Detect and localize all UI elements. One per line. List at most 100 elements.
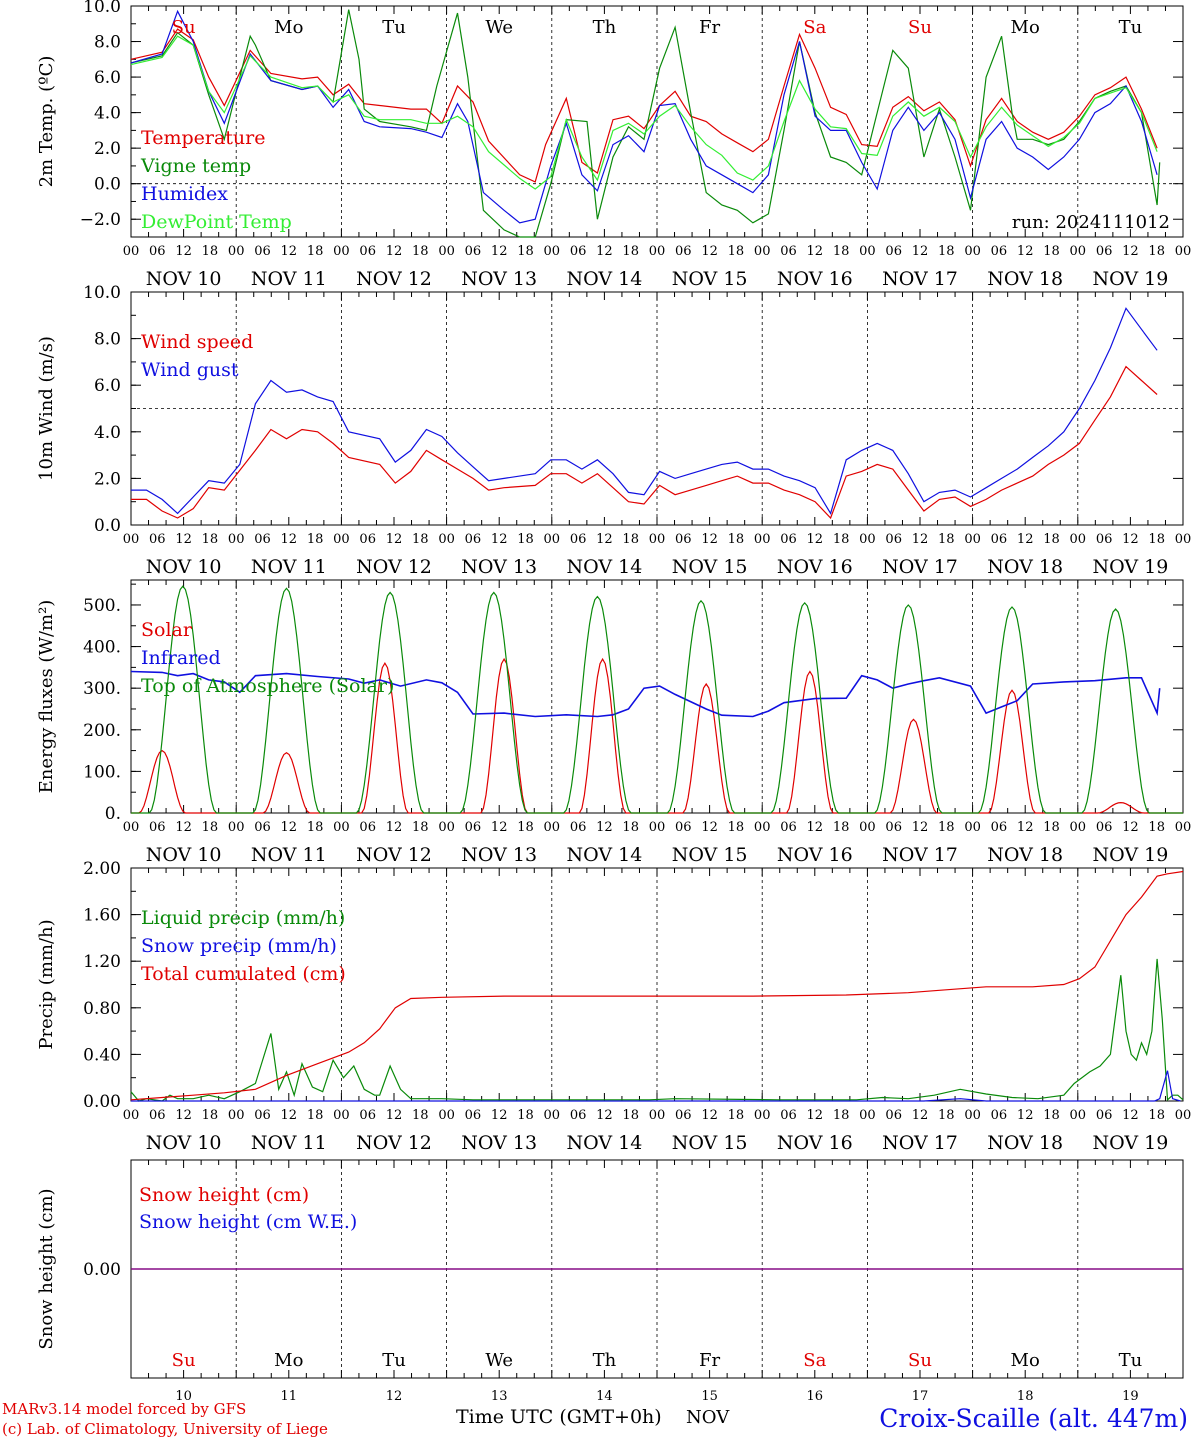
hour-label: 12: [596, 1108, 613, 1123]
day-label: NOV 17: [882, 1132, 958, 1154]
hour-label: 00: [754, 244, 771, 259]
hour-label: 12: [701, 1108, 718, 1123]
series-line: [130, 9, 1161, 238]
hour-label: 00: [1070, 532, 1087, 547]
hour-label: 00: [649, 244, 666, 259]
hour-label: 18: [833, 244, 850, 259]
hour-label: 06: [570, 820, 587, 835]
hour-label: 06: [991, 1108, 1008, 1123]
weekday-label: Mo: [1011, 1350, 1040, 1371]
day-label: NOV 17: [882, 556, 958, 578]
day-label: NOV 11: [251, 556, 327, 578]
day-number: 11: [281, 1389, 298, 1404]
day-label: NOV 13: [461, 844, 537, 866]
day-label: NOV 19: [1092, 556, 1168, 578]
weekday-label: We: [485, 1350, 513, 1371]
day-label: NOV 15: [672, 556, 748, 578]
hour-label: 18: [728, 244, 745, 259]
hour-label: 12: [701, 244, 718, 259]
legend-entry: Total cumulated (cm): [141, 963, 346, 985]
hour-label: 12: [912, 1108, 929, 1123]
hour-label: 18: [202, 820, 219, 835]
hour-label: 18: [1148, 820, 1165, 835]
hour-label: 12: [175, 532, 192, 547]
weekday-label: Mo: [274, 17, 303, 38]
hour-label: 06: [149, 820, 166, 835]
day-label: NOV 10: [146, 556, 222, 578]
hour-label: 18: [1148, 244, 1165, 259]
day-label: NOV 14: [566, 268, 642, 290]
y-axis-title: 10m Wind (m/s): [36, 336, 57, 481]
weekday-label: Fr: [699, 1350, 720, 1371]
hour-label: 06: [149, 532, 166, 547]
y-tick-label: 100.: [83, 762, 121, 782]
hour-label: 18: [1043, 820, 1060, 835]
y-tick-label: 0.00: [83, 1260, 121, 1280]
hour-label: 06: [885, 532, 902, 547]
legend-entry: Solar: [141, 619, 193, 641]
y-tick-label: 400.: [83, 638, 121, 658]
day-label: NOV 12: [356, 556, 432, 578]
y-tick-label: 0.: [105, 804, 121, 824]
legend-entry: Snow precip (mm/h): [141, 935, 337, 957]
station-name: Croix-Scaille (alt. 447m): [879, 1404, 1188, 1433]
hour-label: 00: [964, 244, 981, 259]
day-label: NOV 12: [356, 1132, 432, 1154]
hour-label: 18: [517, 820, 534, 835]
hour-label: 12: [912, 820, 929, 835]
hour-label: 00: [438, 532, 455, 547]
weekday-label: Tu: [1119, 1350, 1143, 1371]
hour-label: 06: [1096, 1108, 1113, 1123]
run-annotation: run: 2024111012: [1012, 212, 1170, 233]
day-label: NOV 14: [566, 844, 642, 866]
x-axis-title: Time UTC (GMT+0h): [456, 1406, 662, 1428]
hour-label: 18: [833, 820, 850, 835]
y-axis-title: 2m Temp. (ºC): [36, 56, 57, 188]
hour-label: 18: [622, 1108, 639, 1123]
y-tick-label: 2.00: [83, 859, 121, 879]
hour-label: 18: [833, 1108, 850, 1123]
hour-label: 18: [517, 532, 534, 547]
day-label: NOV 13: [461, 556, 537, 578]
hour-label: 06: [675, 1108, 692, 1123]
hour-label: 06: [149, 1108, 166, 1123]
y-tick-label: 4.0: [94, 104, 121, 124]
series-line: [130, 9, 1158, 224]
hour-label: 00: [544, 820, 561, 835]
day-label: NOV 17: [882, 268, 958, 290]
day-number: 17: [912, 1389, 929, 1404]
series-line: [131, 585, 1183, 814]
hour-label: 00: [754, 532, 771, 547]
y-tick-label: 10.0: [83, 0, 121, 17]
day-label: NOV 11: [251, 268, 327, 290]
y-axis-title: Energy fluxes (W/m²): [36, 600, 57, 794]
hour-label: 12: [1017, 1108, 1034, 1123]
hour-label: 18: [307, 532, 324, 547]
hour-label: 06: [1096, 532, 1113, 547]
hour-label: 00: [859, 820, 876, 835]
hour-label: 06: [885, 820, 902, 835]
hour-label: 00: [333, 820, 350, 835]
hour-label: 06: [254, 532, 271, 547]
weekday-label: Tu: [382, 17, 406, 38]
hour-label: 06: [254, 820, 271, 835]
weekday-label: Tu: [1119, 17, 1143, 38]
hour-label: 18: [833, 532, 850, 547]
credit-line-2: (c) Lab. of Climatology, University of L…: [2, 1420, 328, 1438]
hour-label: 18: [202, 1108, 219, 1123]
hour-label: 18: [307, 244, 324, 259]
day-label: NOV 10: [146, 844, 222, 866]
panel-2: 10.0 8.0 6.0 4.0 2.0 0.0 10m Wind (m/s) Wind sp…: [36, 283, 1191, 578]
legend-entry: Top of Atmosphere (Solar): [141, 675, 394, 697]
hour-label: 12: [175, 1108, 192, 1123]
hour-label: 00: [123, 532, 140, 547]
series-line: [130, 670, 1161, 718]
day-label: NOV 17: [882, 844, 958, 866]
y-tick-label: 0.00: [83, 1092, 121, 1112]
legend-entry: Humidex: [141, 183, 228, 205]
hour-label: 18: [307, 820, 324, 835]
weekday-label: Tu: [382, 1350, 406, 1371]
hour-label: 06: [780, 1108, 797, 1123]
hour-label: 12: [281, 244, 298, 259]
hour-label: 00: [544, 244, 561, 259]
